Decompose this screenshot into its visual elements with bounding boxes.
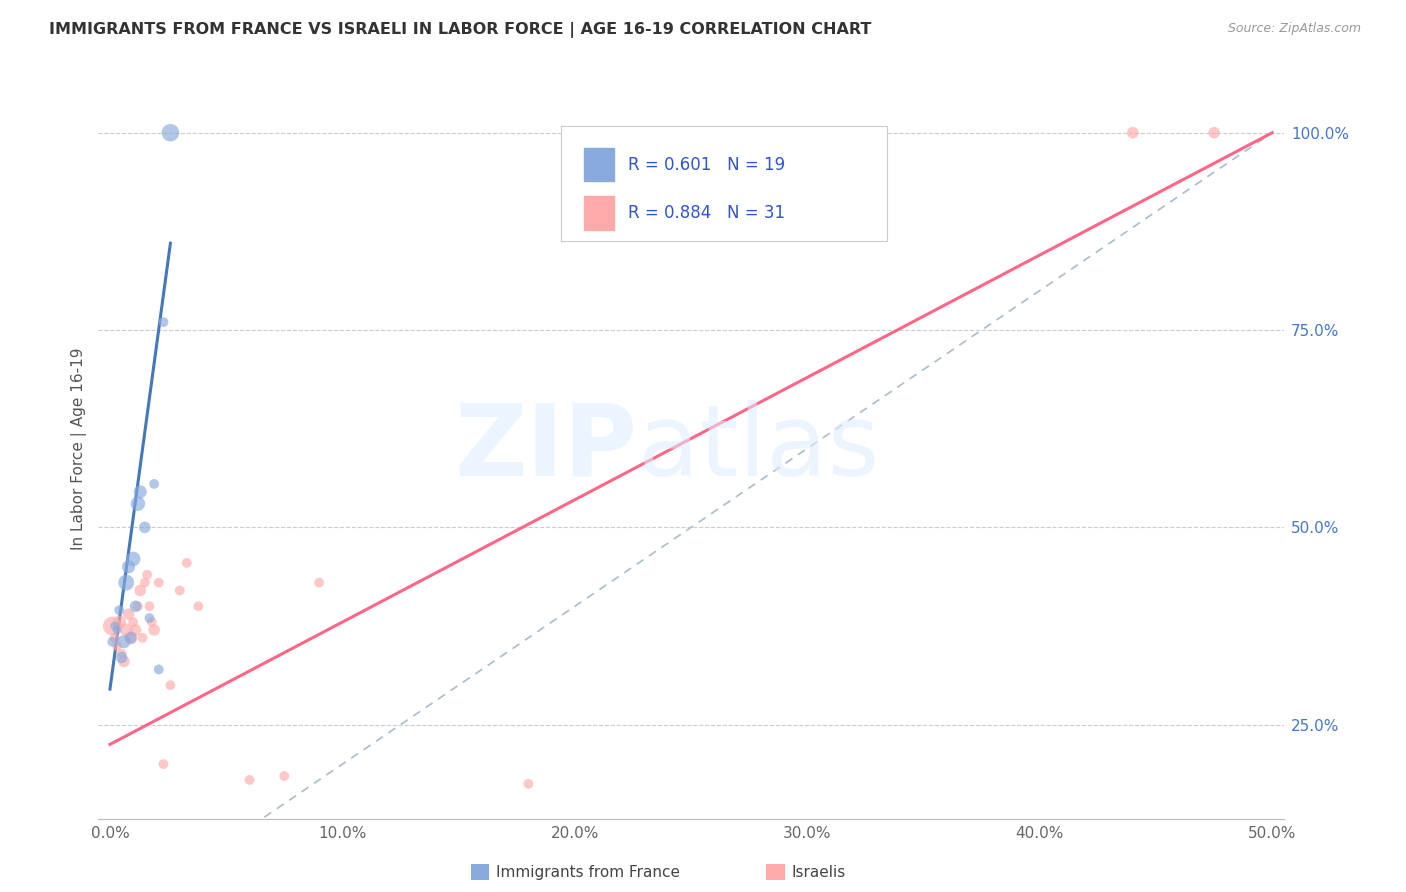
Point: [108, 615, 131, 629]
Point: [122, 552, 145, 566]
Point: [138, 611, 160, 625]
Point: [127, 599, 149, 614]
Point: [1204, 126, 1226, 140]
Text: Israelis: Israelis: [792, 865, 846, 880]
Text: IMMIGRANTS FROM FRANCE VS ISRAELI IN LABOR FORCE | AGE 16-19 CORRELATION CHART: IMMIGRANTS FROM FRANCE VS ISRAELI IN LAB…: [49, 22, 872, 38]
Point: [122, 615, 145, 629]
Point: [134, 575, 156, 590]
Point: [159, 678, 181, 692]
Point: [115, 575, 138, 590]
Point: [148, 575, 170, 590]
Point: [176, 556, 198, 570]
Text: atlas: atlas: [638, 400, 879, 497]
FancyBboxPatch shape: [561, 126, 887, 241]
Point: [143, 623, 166, 637]
Point: [148, 662, 170, 676]
Point: [101, 619, 124, 633]
Text: Source: ZipAtlas.com: Source: ZipAtlas.com: [1227, 22, 1361, 36]
Point: [169, 583, 191, 598]
Point: [152, 757, 174, 772]
Text: R = 0.884   N = 31: R = 0.884 N = 31: [628, 204, 786, 222]
Point: [124, 599, 146, 614]
Point: [187, 599, 209, 614]
Point: [143, 477, 166, 491]
Point: [104, 631, 127, 645]
Text: Immigrants from France: Immigrants from France: [496, 865, 681, 880]
Point: [129, 484, 152, 499]
Point: [159, 126, 181, 140]
Y-axis label: In Labor Force | Age 16-19: In Labor Force | Age 16-19: [72, 347, 87, 549]
Point: [115, 623, 138, 637]
Point: [308, 575, 330, 590]
Point: [273, 769, 295, 783]
Point: [104, 619, 127, 633]
Point: [1122, 126, 1144, 140]
Point: [105, 623, 128, 637]
Point: [138, 599, 160, 614]
Point: [120, 631, 142, 645]
Point: [141, 615, 163, 629]
FancyBboxPatch shape: [585, 196, 614, 229]
Point: [152, 315, 174, 329]
Point: [238, 772, 260, 787]
Point: [112, 655, 135, 669]
Point: [117, 607, 139, 622]
Point: [117, 559, 139, 574]
Text: R = 0.601   N = 19: R = 0.601 N = 19: [628, 155, 786, 174]
Point: [517, 777, 540, 791]
Text: ZIP: ZIP: [456, 400, 638, 497]
Point: [112, 634, 135, 648]
Point: [105, 639, 128, 653]
Point: [110, 650, 132, 665]
Point: [136, 567, 159, 582]
Point: [101, 634, 124, 648]
FancyBboxPatch shape: [585, 148, 614, 181]
Point: [110, 647, 132, 661]
Point: [120, 631, 142, 645]
Point: [134, 520, 156, 534]
Point: [108, 603, 131, 617]
Point: [124, 623, 146, 637]
Point: [131, 631, 153, 645]
Point: [129, 583, 152, 598]
Point: [127, 497, 149, 511]
